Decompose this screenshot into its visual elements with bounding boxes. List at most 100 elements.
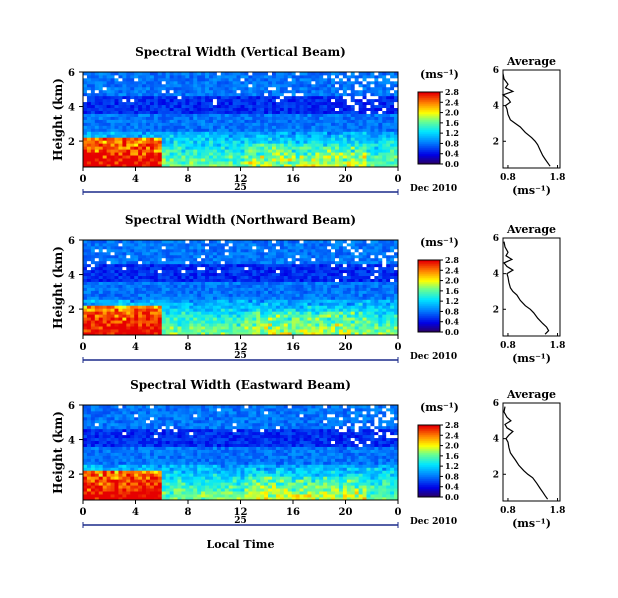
colorbar-tick-label: 2.4 — [445, 265, 459, 275]
y-axis-label: Height (km) — [51, 246, 65, 329]
colorbar-tick-label: 2.4 — [445, 97, 459, 107]
x-tick-label: 0 — [80, 507, 87, 518]
profile-y-tick-label: 2 — [493, 137, 499, 147]
colorbar-tick-label: 1.6 — [445, 451, 459, 461]
colorbar-unit: (ms⁻¹) — [420, 401, 459, 414]
colorbar-frame — [417, 259, 441, 333]
heatmap-cells — [83, 405, 399, 501]
panel-title: Spectral Width (Eastward Beam) — [130, 378, 351, 392]
x-tick-label: 12 — [234, 174, 248, 185]
colorbar-tick-label: 2.8 — [445, 87, 459, 97]
colorbar-unit: (ms⁻¹) — [420, 68, 459, 81]
x-tick-label: 4 — [132, 342, 139, 353]
x-tick-label: 20 — [339, 174, 353, 185]
colorbar-tick-label: 0.0 — [445, 159, 459, 169]
x-axis-label: Local Time — [207, 538, 275, 551]
x-tick-label: 0 — [395, 342, 402, 353]
colorbar-tick-label: 0.4 — [445, 149, 459, 159]
panel-3: Spectral Width (Eastward Beam)0 4 8 12 16 20 0… — [51, 378, 565, 551]
profile-line — [503, 241, 550, 335]
profile-y-tick-label: 6 — [493, 399, 499, 409]
heatmap-cells — [83, 72, 399, 168]
profile-x-tick-label: 0.8 — [500, 506, 516, 516]
x-tick-label: 8 — [185, 507, 192, 518]
profile-title: Average — [506, 55, 556, 68]
colorbar-tick-label: 0.4 — [445, 482, 459, 492]
colorbar-tick-label: 2.0 — [445, 276, 459, 286]
x-tick-label: 12 — [234, 342, 248, 353]
colorbar-tick-label: 0.0 — [445, 492, 459, 502]
profile-x-label: (ms⁻¹) — [512, 184, 551, 197]
y-tick-label: 6 — [68, 68, 75, 79]
colorbar-frame — [417, 424, 441, 498]
colorbar-tick-label: 1.2 — [445, 128, 459, 138]
profile-y-tick-label: 2 — [493, 305, 499, 315]
colorbar-tick-label: 0.8 — [445, 138, 459, 148]
date-mark: 25 — [234, 351, 247, 361]
x-tick-label: 8 — [185, 174, 192, 185]
profile-x-tick-label: 0.8 — [500, 173, 516, 183]
x-tick-label: 20 — [339, 507, 353, 518]
date-suffix: Dec 2010 — [410, 352, 457, 362]
y-tick-label: 2 — [68, 305, 75, 316]
colorbar: 0.00.40.81.21.62.02.42.8 — [417, 420, 459, 502]
x-tick-label: 16 — [286, 342, 300, 353]
profile-y-tick-label: 6 — [493, 66, 499, 76]
colorbar-tick-label: 0.8 — [445, 306, 459, 316]
profile-title: Average — [506, 388, 556, 401]
profile-frame — [502, 402, 561, 502]
panel-title: Spectral Width (Vertical Beam) — [135, 45, 346, 59]
heatmap-cells — [83, 240, 399, 336]
x-tick-label: 20 — [339, 342, 353, 353]
profile-x-tick-label: 1.8 — [550, 341, 566, 351]
profile-panel: Average 0.8 1.8 2 4 6 (ms⁻¹) — [493, 55, 566, 197]
x-tick-label: 0 — [80, 174, 87, 185]
colorbar-tick-label: 1.2 — [445, 296, 459, 306]
y-tick-label: 2 — [68, 137, 75, 148]
profile-panel: Average 0.8 1.8 2 4 6 (ms⁻¹) — [493, 388, 566, 530]
colorbar-tick-label: 0.8 — [445, 471, 459, 481]
colorbar-frame — [417, 91, 441, 165]
colorbar: 0.00.40.81.21.62.02.42.8 — [417, 87, 459, 169]
colorbar-tick-label: 2.4 — [445, 430, 459, 440]
panel-1: Spectral Width (Vertical Beam) 0 4 8 12 16 20 0… — [51, 45, 565, 197]
y-tick-label: 4 — [68, 271, 75, 282]
colorbar-tick-label: 2.8 — [445, 420, 459, 430]
panel-title: Spectral Width (Northward Beam) — [125, 213, 356, 227]
panel-2: Spectral Width (Northward Beam)0 4 8 12 16 20… — [51, 213, 565, 365]
x-tick-label: 16 — [286, 174, 300, 185]
profile-x-tick-label: 0.8 — [500, 341, 516, 351]
y-tick-label: 6 — [68, 401, 75, 412]
colorbar-tick-label: 2.0 — [445, 108, 459, 118]
date-mark: 25 — [234, 516, 247, 526]
profile-line — [503, 406, 549, 500]
x-tick-label: 16 — [286, 507, 300, 518]
colorbar-tick-label: 1.6 — [445, 118, 459, 128]
colorbar-tick-label: 2.0 — [445, 441, 459, 451]
x-tick-label: 0 — [395, 507, 402, 518]
colorbar-tick-label: 2.8 — [445, 255, 459, 265]
profile-x-tick-label: 1.8 — [550, 506, 566, 516]
x-tick-label: 4 — [132, 174, 139, 185]
profile-frame — [502, 237, 561, 337]
y-tick-label: 4 — [68, 436, 75, 447]
profile-x-tick-label: 1.8 — [550, 173, 566, 183]
x-tick-label: 0 — [80, 342, 87, 353]
colorbar-tick-label: 1.6 — [445, 286, 459, 296]
colorbar-tick-label: 0.0 — [445, 327, 459, 337]
profile-y-tick-label: 4 — [493, 270, 499, 280]
profile-y-tick-label: 4 — [493, 435, 499, 445]
profile-y-tick-label: 4 — [493, 102, 499, 112]
date-mark: 25 — [234, 183, 247, 193]
colorbar: 0.00.40.81.21.62.02.42.8 — [417, 255, 459, 337]
y-axis-label: Height (km) — [51, 78, 65, 161]
x-tick-label: 4 — [132, 507, 139, 518]
profile-y-tick-label: 2 — [493, 470, 499, 480]
profile-panel: Average 0.8 1.8 2 4 6 (ms⁻¹) — [493, 223, 566, 365]
date-suffix: Dec 2010 — [410, 184, 457, 194]
profile-y-tick-label: 6 — [493, 234, 499, 244]
colorbar-tick-label: 1.2 — [445, 461, 459, 471]
x-tick-label: 8 — [185, 342, 192, 353]
date-suffix: Dec 2010 — [410, 517, 457, 527]
